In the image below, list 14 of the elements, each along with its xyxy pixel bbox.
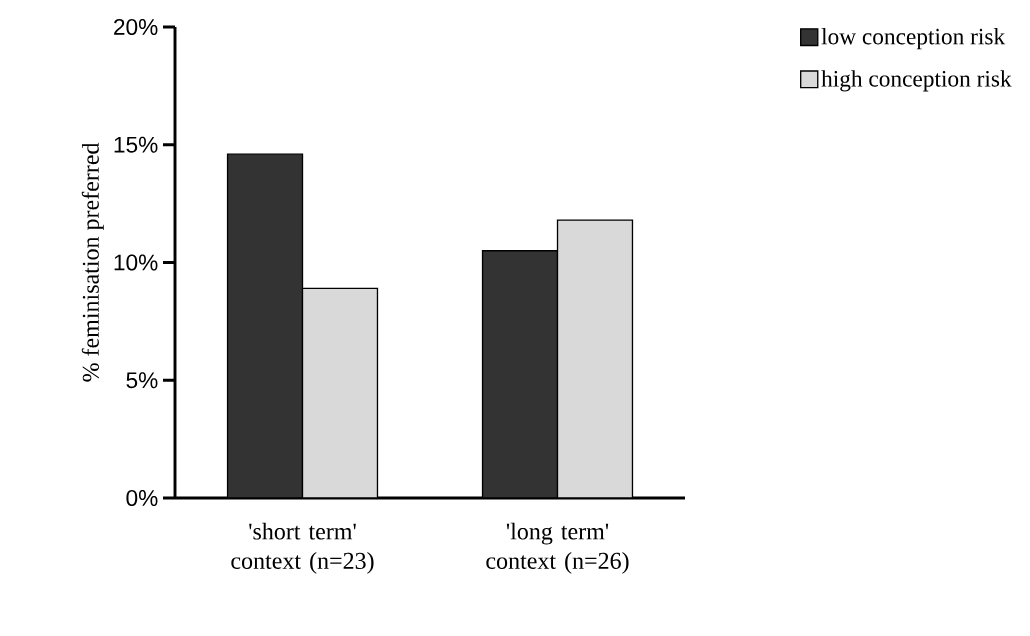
y-tick-label: 0% (126, 489, 158, 507)
bar (556, 219, 634, 498)
bar (301, 287, 379, 498)
y-tick-label: 10% (114, 254, 158, 271)
y-tick-label: 5% (126, 372, 158, 389)
legend-label: low conception risk (821, 28, 1006, 50)
y-tick-label: 20% (114, 18, 158, 36)
x-tick-label: 'long term' context (n=26) (486, 522, 629, 574)
legend-label: high conception risk (821, 70, 1012, 92)
y-axis-title: % feminisation preferred (81, 142, 104, 382)
bar (226, 153, 304, 498)
x-tick-label: 'short term' context (n=23) (231, 522, 374, 574)
bar (481, 250, 559, 498)
y-tick-label: 15% (114, 136, 158, 153)
